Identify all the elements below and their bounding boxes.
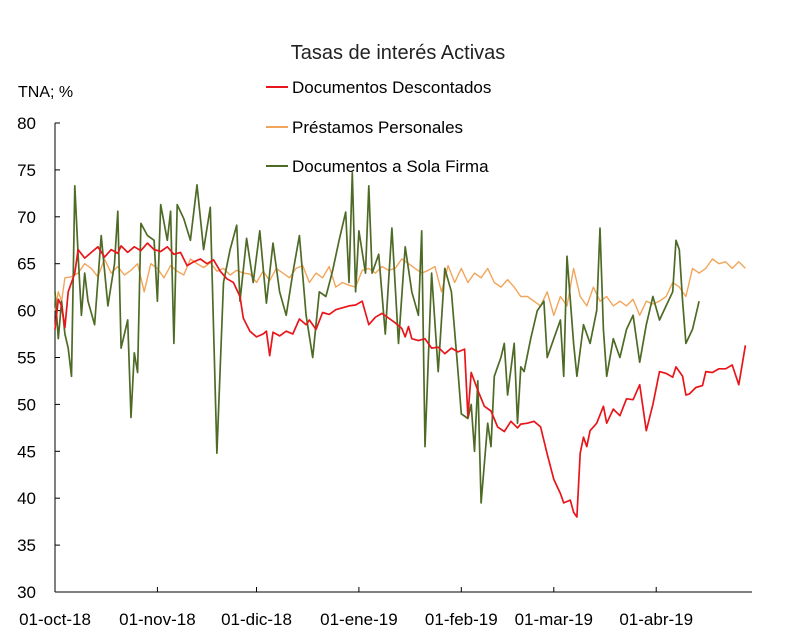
- legend-label-documentos-sola-firma: Documentos a Sola Firma: [292, 157, 489, 176]
- y-tick-label: 60: [17, 302, 36, 321]
- y-tick-label: 65: [17, 255, 36, 274]
- series-layer: [54, 171, 747, 518]
- y-tick-label: 45: [17, 442, 36, 461]
- legend-label-prestamos-personales: Préstamos Personales: [292, 118, 463, 137]
- x-tick-label: 01-mar-19: [515, 610, 593, 629]
- x-tick-label: 01-abr-19: [619, 610, 693, 629]
- series-line-prestamos-personales: [54, 258, 746, 316]
- y-tick-label: 40: [17, 489, 36, 508]
- x-tick-label: 01-feb-19: [425, 610, 498, 629]
- y-tick-label: 50: [17, 395, 36, 414]
- x-tick-label: 01-ene-19: [320, 610, 398, 629]
- y-tick-label: 55: [17, 349, 36, 368]
- x-tick-label: 01-oct-18: [19, 610, 91, 629]
- legend: Documentos Descontados Préstamos Persona…: [266, 78, 491, 176]
- y-axis-title: TNA; %: [18, 84, 73, 101]
- legend-label-documentos-descontados: Documentos Descontados: [292, 78, 491, 97]
- y-tick-label: 30: [17, 583, 36, 602]
- y-tick-label: 35: [17, 536, 36, 555]
- y-tick-label: 75: [17, 161, 36, 180]
- x-tick-label: 01-dic-18: [221, 610, 292, 629]
- chart-title: Tasas de interés Activas: [291, 42, 506, 64]
- series-line-documentos-descontados: [54, 242, 747, 518]
- series-line-documentos-a-sola-firma: [54, 171, 700, 504]
- y-tick-label: 80: [17, 114, 36, 133]
- axes: 30 35 40 45 50 55 60 65 70 75 80 01-oct-18 01-nov-18…: [17, 114, 752, 629]
- y-tick-label: 70: [17, 208, 36, 227]
- x-tick-label: 01-nov-18: [119, 610, 196, 629]
